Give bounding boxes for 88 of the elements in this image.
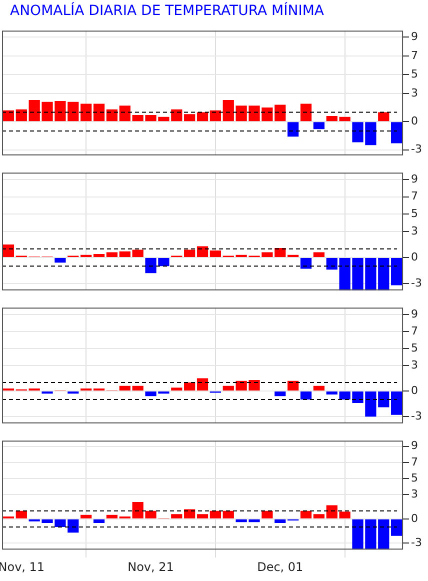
bar xyxy=(196,378,208,391)
bar xyxy=(80,104,92,122)
y-tick-label: -3 xyxy=(411,536,422,549)
y-tick-label: 0 xyxy=(411,114,418,128)
bar xyxy=(339,512,350,518)
bar xyxy=(326,258,338,270)
chart-title: ANOMALÍA DIARIA DE TEMPERATURA MÍNIMA xyxy=(9,1,325,21)
bar xyxy=(119,386,130,391)
bar xyxy=(210,250,222,257)
bar xyxy=(184,250,196,257)
bar xyxy=(378,112,390,122)
bar xyxy=(28,388,40,391)
bar xyxy=(132,386,144,391)
bar xyxy=(93,104,105,122)
bar xyxy=(288,122,299,137)
y-tick-label: 9 xyxy=(411,172,418,186)
y-tick-label: 5 xyxy=(411,207,418,220)
y-tick-label: 7 xyxy=(411,324,418,338)
bar xyxy=(300,104,312,122)
y-tick-label: 9 xyxy=(411,439,418,452)
bar xyxy=(16,109,27,122)
bar xyxy=(313,252,325,257)
bar xyxy=(93,388,105,391)
bar xyxy=(300,392,312,400)
y-tick-label: 7 xyxy=(411,48,418,62)
y-tick-label: -3 xyxy=(411,409,422,422)
bar xyxy=(326,116,338,122)
bar xyxy=(2,110,14,122)
bar xyxy=(93,254,105,257)
bar xyxy=(184,114,196,122)
bar xyxy=(80,388,92,391)
y-tick-label: 0 xyxy=(411,384,418,397)
bar xyxy=(16,510,27,518)
y-tick-label: 3 xyxy=(411,224,418,238)
bar xyxy=(326,505,338,518)
bar xyxy=(119,106,130,122)
bar xyxy=(106,514,118,518)
bar xyxy=(210,110,222,122)
y-tick-label: 3 xyxy=(411,488,418,501)
y-tick-label: 5 xyxy=(411,68,418,81)
bar xyxy=(54,258,66,263)
bar xyxy=(391,519,402,536)
y-tick-label: 3 xyxy=(411,358,418,372)
bar xyxy=(2,244,14,257)
bar xyxy=(184,509,196,518)
bar xyxy=(313,514,325,518)
bar xyxy=(339,116,350,122)
y-tick-label: -3 xyxy=(411,276,422,290)
bar xyxy=(274,519,286,523)
bar xyxy=(171,388,182,391)
bar xyxy=(196,514,208,518)
y-tick-label: 5 xyxy=(411,471,418,484)
y-tick-label: 3 xyxy=(411,86,418,100)
bar xyxy=(326,392,338,394)
bar xyxy=(222,510,234,518)
bar xyxy=(391,122,402,144)
bar xyxy=(313,122,325,130)
bar xyxy=(184,382,196,391)
bar xyxy=(106,109,118,122)
y-tick-label: 9 xyxy=(411,307,418,320)
y-tick-label: 7 xyxy=(411,190,418,203)
y-tick-label: -3 xyxy=(411,142,422,156)
bar xyxy=(300,258,312,269)
bar xyxy=(196,246,208,257)
bar xyxy=(196,112,208,122)
bar xyxy=(106,252,118,257)
bar xyxy=(391,392,402,415)
x-tick-label: Dec, 01 xyxy=(257,560,304,574)
bar xyxy=(210,510,222,518)
y-tick-label: 5 xyxy=(411,341,418,354)
bar xyxy=(274,392,286,396)
y-tick-label: 7 xyxy=(411,455,418,468)
bar xyxy=(313,386,325,391)
bar xyxy=(262,510,273,518)
y-tick-label: 0 xyxy=(411,250,418,264)
x-tick-label: Nov, 21 xyxy=(128,560,174,574)
bar xyxy=(80,514,92,518)
bar xyxy=(391,258,402,286)
bar xyxy=(222,386,234,391)
bar xyxy=(93,519,105,523)
bar xyxy=(288,380,299,391)
bar xyxy=(119,251,130,257)
bar xyxy=(222,100,234,122)
bar xyxy=(132,250,144,257)
bar xyxy=(300,510,312,518)
bar xyxy=(2,388,14,391)
y-tick-label: 9 xyxy=(411,30,418,44)
y-tick-label: 0 xyxy=(411,512,418,525)
